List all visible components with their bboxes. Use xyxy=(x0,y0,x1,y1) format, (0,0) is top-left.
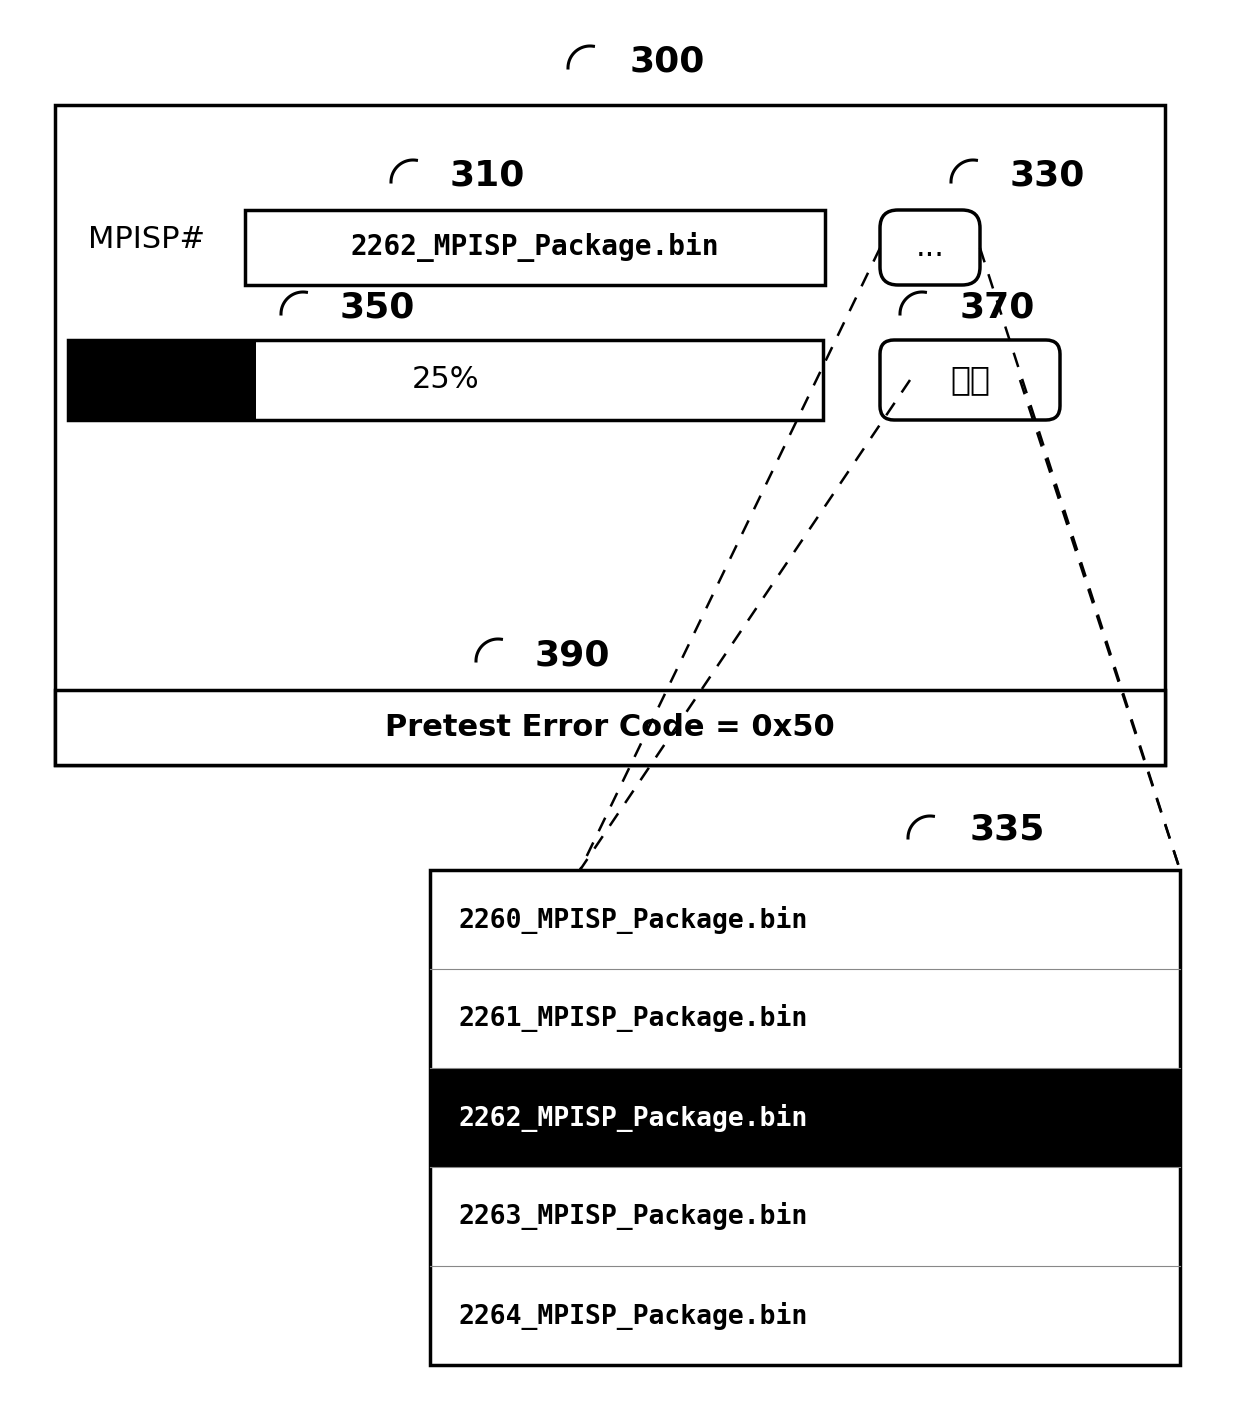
Bar xyxy=(430,1068,1180,1167)
Text: 2262_MPISP_Package.bin: 2262_MPISP_Package.bin xyxy=(351,233,719,262)
FancyBboxPatch shape xyxy=(880,340,1060,420)
Text: 370: 370 xyxy=(960,291,1035,325)
Bar xyxy=(55,104,1166,765)
Bar xyxy=(246,210,825,285)
Text: 2260_MPISP_Package.bin: 2260_MPISP_Package.bin xyxy=(458,906,807,934)
Bar xyxy=(430,871,1180,1364)
Text: 25%: 25% xyxy=(412,365,480,395)
Text: 2262_MPISP_Package.bin: 2262_MPISP_Package.bin xyxy=(458,1103,807,1132)
Text: 2263_MPISP_Package.bin: 2263_MPISP_Package.bin xyxy=(458,1202,807,1230)
Text: 2264_MPISP_Package.bin: 2264_MPISP_Package.bin xyxy=(458,1301,807,1329)
Bar xyxy=(55,690,1166,765)
Bar xyxy=(68,340,255,420)
Text: 350: 350 xyxy=(340,291,415,325)
Text: 330: 330 xyxy=(1011,159,1085,193)
Text: MPISP#: MPISP# xyxy=(88,226,205,254)
Text: 300: 300 xyxy=(630,45,706,79)
Text: 390: 390 xyxy=(534,638,610,672)
Text: 2261_MPISP_Package.bin: 2261_MPISP_Package.bin xyxy=(458,1005,807,1033)
Text: 开始: 开始 xyxy=(950,364,990,396)
Text: 310: 310 xyxy=(450,159,526,193)
FancyBboxPatch shape xyxy=(880,210,980,285)
Text: Pretest Error Code = 0x50: Pretest Error Code = 0x50 xyxy=(386,713,835,742)
Text: 335: 335 xyxy=(970,813,1045,847)
Text: ...: ... xyxy=(915,233,945,262)
Bar xyxy=(68,340,823,420)
